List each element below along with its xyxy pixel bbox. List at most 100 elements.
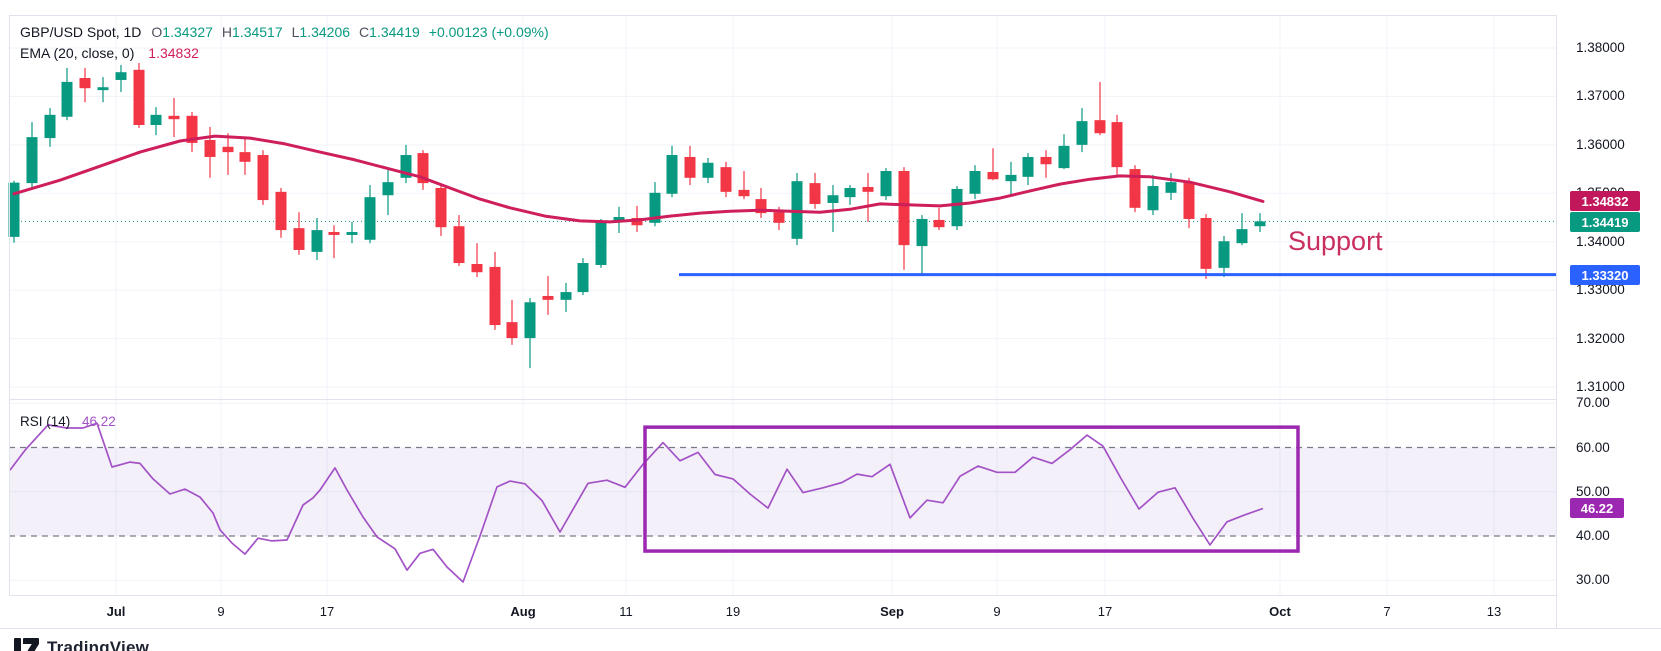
rsi-current-value: 46.22 xyxy=(82,414,116,429)
candle xyxy=(1147,174,1159,216)
time-axis-label: Oct xyxy=(1269,604,1291,619)
candle xyxy=(1058,134,1070,170)
candle xyxy=(862,172,874,222)
candle xyxy=(560,282,572,312)
ohlc-value: 1.34327 xyxy=(162,24,213,40)
rsi-band xyxy=(9,446,1556,537)
ohlc-value: 1.34206 xyxy=(299,24,351,40)
candle xyxy=(1022,153,1034,186)
time-axis-separator[interactable] xyxy=(9,595,1556,596)
candle xyxy=(1200,214,1212,280)
candle xyxy=(916,215,928,275)
candle xyxy=(1005,161,1017,196)
tradingview-logo[interactable]: TradingView xyxy=(14,638,149,651)
price-axis-label: 1.33000 xyxy=(1576,282,1625,298)
candle xyxy=(364,185,376,244)
candle xyxy=(79,67,91,103)
rsi-value-badge: 46.22 xyxy=(1570,498,1624,518)
candle xyxy=(453,215,465,266)
price-axis-label: 1.36000 xyxy=(1576,136,1625,152)
support-price-badge: 1.33320 xyxy=(1570,265,1640,285)
candle xyxy=(417,150,429,190)
time-axis-label: 9 xyxy=(217,604,225,619)
candle xyxy=(44,108,56,147)
rsi-label: RSI (14) xyxy=(20,414,71,429)
price-axis-label: 1.37000 xyxy=(1576,88,1625,104)
tradingview-logo-text: TradingView xyxy=(47,638,150,651)
candle xyxy=(1076,108,1088,153)
rsi-axis-label: 50.00 xyxy=(1576,483,1610,499)
candle xyxy=(257,150,269,205)
rsi-highlight-box[interactable] xyxy=(643,425,1300,553)
time-axis-label: 11 xyxy=(619,604,633,619)
candle xyxy=(1183,177,1195,229)
candle xyxy=(61,67,73,121)
bottom-border xyxy=(0,628,1661,629)
candle xyxy=(311,217,323,261)
candle xyxy=(738,171,750,200)
candle xyxy=(666,145,678,198)
candle xyxy=(1236,213,1248,246)
ema-value: 1.34832 xyxy=(148,45,199,61)
time-axis-label: Aug xyxy=(510,604,536,619)
ema-line[interactable] xyxy=(12,134,1265,224)
time-axis-label: 9 xyxy=(993,604,1001,619)
time-axis-label: 19 xyxy=(725,604,741,619)
candle xyxy=(506,299,518,345)
time-axis-label: 17 xyxy=(319,604,335,619)
candle xyxy=(1218,235,1230,278)
ema-label: EMA (20, close, 0) xyxy=(20,45,135,61)
candle xyxy=(791,172,803,246)
time-axis-label: Jul xyxy=(106,604,126,619)
rsi-axis-label: 30.00 xyxy=(1576,572,1610,588)
candle xyxy=(382,170,394,216)
price-axis-label: 1.31000 xyxy=(1576,379,1625,394)
candle xyxy=(1040,150,1052,178)
candle xyxy=(542,276,554,315)
candle xyxy=(933,207,945,231)
candle xyxy=(97,77,109,103)
tradingview-mark-icon xyxy=(14,638,40,651)
ema-legend[interactable]: EMA (20, close, 0) 1.34832 xyxy=(20,45,199,61)
candle xyxy=(595,218,607,268)
rsi-legend[interactable]: RSI (14) 46.22 xyxy=(20,414,116,429)
candle xyxy=(809,172,821,209)
plot-left-border xyxy=(9,15,10,595)
candle xyxy=(1165,172,1177,201)
candle xyxy=(1111,114,1123,175)
candle xyxy=(239,138,251,175)
support-annotation-text[interactable]: Support xyxy=(1288,226,1383,256)
candle xyxy=(1254,213,1266,233)
time-axis-label: Sep xyxy=(880,604,904,619)
symbol-legend[interactable]: GBP/USD Spot, 1D O1.34327 H1.34517 L1.34206… xyxy=(20,24,549,40)
candle xyxy=(222,133,234,175)
candle xyxy=(951,186,963,231)
candle xyxy=(702,157,714,184)
candle xyxy=(26,122,38,188)
candle xyxy=(186,111,198,153)
pane-divider[interactable] xyxy=(9,399,1556,400)
rsi-line xyxy=(9,422,1264,583)
candle xyxy=(8,180,20,243)
candle xyxy=(577,258,589,295)
plot-top-border xyxy=(9,15,1556,16)
price-axis-label: 1.32000 xyxy=(1576,330,1625,346)
candle xyxy=(827,185,839,233)
candle xyxy=(435,185,447,236)
candle xyxy=(328,225,340,259)
candle xyxy=(168,97,180,138)
change-value: +0.00123 (+0.09%) xyxy=(428,24,549,40)
price-axis-separator[interactable] xyxy=(1556,15,1557,628)
candle xyxy=(684,145,696,186)
candle xyxy=(133,63,145,128)
candle xyxy=(400,144,412,184)
ohlc-letter: C xyxy=(359,24,370,40)
ohlc-value: 1.34517 xyxy=(232,24,283,40)
candle xyxy=(524,297,536,369)
candle xyxy=(204,126,216,178)
candle xyxy=(1094,81,1106,136)
candle xyxy=(898,167,910,270)
candle xyxy=(275,187,287,238)
